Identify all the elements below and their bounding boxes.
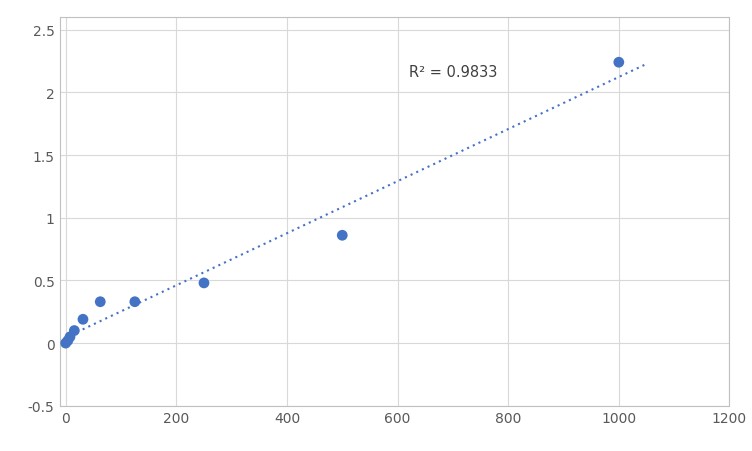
Text: R² = 0.9833: R² = 0.9833 [408, 65, 497, 80]
Point [59, 340, 71, 347]
Point [129, 299, 141, 306]
Point [94, 299, 106, 306]
Point [198, 280, 210, 287]
Point [64, 333, 76, 341]
Point [68, 327, 80, 335]
Point [336, 232, 348, 239]
Point [77, 316, 89, 323]
Point [62, 337, 74, 345]
Point [613, 60, 625, 67]
